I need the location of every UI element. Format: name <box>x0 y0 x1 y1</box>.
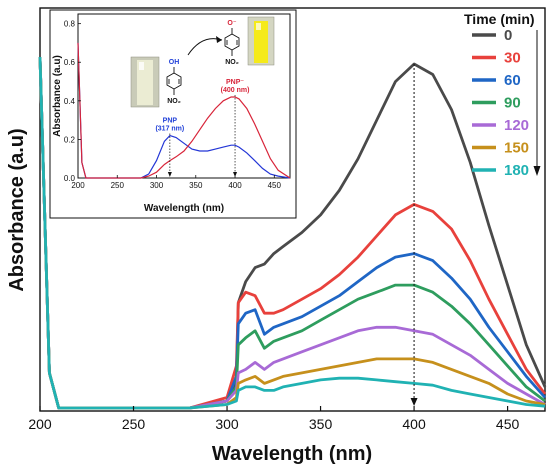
nitro-label-pnp: NO₂ <box>167 98 181 105</box>
inset-x-tick-label: 400 <box>228 181 242 190</box>
inset-series-group <box>77 42 291 179</box>
inset-ticks: 200 250 300 350 400 450 0.0 0.2 0.4 0.6 0.8 <box>64 20 282 190</box>
inset-y-tick-label: 0.4 <box>64 97 76 106</box>
p-nitrophenol-structure <box>166 67 182 95</box>
pnp-anion-peak-wavelength: (400 nm) <box>221 87 250 94</box>
legend-label-0: 0 <box>504 27 512 44</box>
inset-y-tick-label: 0.8 <box>64 20 76 29</box>
inset-x-tick-label: 200 <box>71 181 85 190</box>
legend-label-60: 60 <box>504 72 521 89</box>
inset-x-axis-title: Wavelength (nm) <box>144 203 224 214</box>
cuvette-photo-pale <box>130 56 160 108</box>
p-nitrophenolate-structure <box>224 28 240 56</box>
series-line-180-min <box>38 56 546 410</box>
hydroxyl-label: OH <box>169 59 180 66</box>
main-x-axis-title: Wavelength (nm) <box>212 443 372 465</box>
main-plot-frame <box>39 7 546 412</box>
x-tick-label: 400 <box>402 416 426 432</box>
inset-y-axis-title: Absorbance (a.u) <box>52 55 63 137</box>
legend: Time (min) 0 30 60 90 120 150 180 <box>464 11 541 179</box>
x-tick-label: 200 <box>28 416 52 432</box>
legend-label-30: 30 <box>504 50 521 67</box>
peak-marker-arrow <box>410 398 418 406</box>
inset-y-tick-label: 0.0 <box>64 174 76 183</box>
main-x-ticks: 200 250 300 350 400 450 <box>28 406 519 432</box>
pnp-anion-peak-arrow <box>233 172 238 177</box>
inset-x-tick-label: 450 <box>268 181 282 190</box>
pnp-peak-label: PNP <box>163 118 178 125</box>
conversion-arrowhead <box>216 36 222 43</box>
phenolate-oxygen-label: O⁻ <box>227 20 236 27</box>
legend-label-180: 180 <box>504 162 529 179</box>
cuvette-photo-yellow <box>247 16 275 66</box>
x-tick-label: 450 <box>496 416 520 432</box>
legend-label-150: 150 <box>504 140 529 157</box>
nitro-label-pnp-anion: NO₂ <box>225 59 239 66</box>
inset-series-line <box>77 42 291 179</box>
pnp-peak-arrow <box>167 172 172 177</box>
x-tick-label: 300 <box>215 416 239 432</box>
pnp-anion-peak-label: PNP⁻ <box>226 79 244 86</box>
inset-x-tick-label: 300 <box>150 181 164 190</box>
inset-x-tick-label: 250 <box>111 181 125 190</box>
inset-y-tick-label: 0.2 <box>64 135 76 144</box>
x-tick-label: 250 <box>122 416 146 432</box>
legend-label-120: 120 <box>504 117 529 134</box>
inset-chart: 200 250 300 350 400 450 0.0 0.2 0.4 0.6 0.8 Wavele… <box>49 9 297 219</box>
pnp-peak-wavelength: (317 nm) <box>155 126 184 133</box>
main-series-group <box>38 56 547 410</box>
inset-y-tick-label: 0.6 <box>64 58 76 67</box>
inset-x-tick-label: 350 <box>189 181 203 190</box>
x-tick-label: 350 <box>309 416 333 432</box>
legend-label-90: 90 <box>504 95 521 112</box>
legend-title: Time (min) <box>464 11 535 27</box>
legend-time-arrowhead <box>533 166 541 176</box>
inset-plot-frame <box>77 13 291 179</box>
main-y-axis-title: Absorbance (a.u) <box>6 128 28 291</box>
